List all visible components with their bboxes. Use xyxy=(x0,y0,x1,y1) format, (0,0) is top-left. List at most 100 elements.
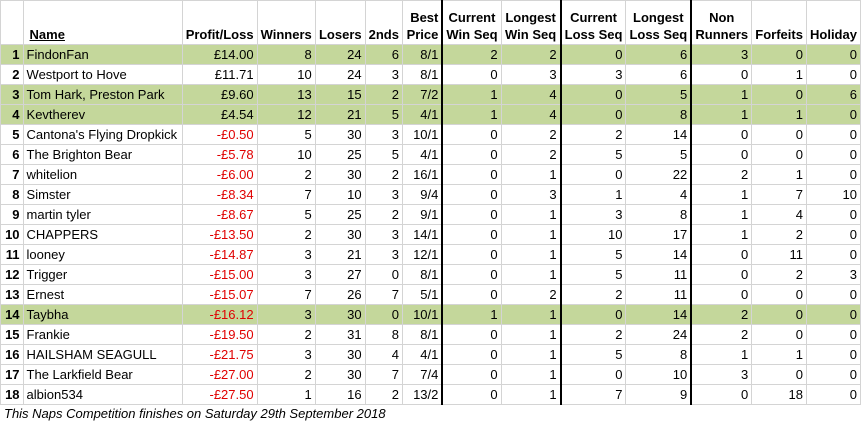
winners-cell: 2 xyxy=(256,224,316,245)
header-rank xyxy=(0,0,24,45)
seconds-cell: 2 xyxy=(364,384,403,405)
holiday-cell: 0 xyxy=(805,324,861,345)
profit-loss-cell: £14.00 xyxy=(181,44,258,65)
rank-cell: 13 xyxy=(0,284,24,305)
table-row: 9 martin tyler -£8.67 5 25 2 9/1 0 1 3 8 1 4 0 xyxy=(0,204,861,225)
losers-cell: 24 xyxy=(314,44,366,65)
losers-cell: 30 xyxy=(314,304,366,325)
winners-cell: 12 xyxy=(256,104,316,125)
non-runners-cell: 0 xyxy=(690,124,753,145)
best-price-cell: 4/1 xyxy=(401,144,444,165)
name-cell: The Larkfield Bear xyxy=(22,364,183,385)
best-price-cell: 9/1 xyxy=(401,204,444,225)
holiday-cell: 0 xyxy=(805,224,861,245)
losers-cell: 26 xyxy=(314,284,366,305)
best-price-cell: 8/1 xyxy=(401,64,444,85)
header-non-runners: Non Runners xyxy=(690,0,753,45)
current-loss-seq-cell: 2 xyxy=(559,324,627,345)
current-win-seq-cell: 2 xyxy=(441,44,502,65)
name-cell: Trigger xyxy=(22,264,183,285)
name-cell: Tom Hark, Preston Park xyxy=(22,84,183,105)
losers-cell: 25 xyxy=(314,204,366,225)
current-loss-seq-cell: 7 xyxy=(559,384,627,405)
longest-loss-seq-cell: 8 xyxy=(625,204,693,225)
table-row: 2 Westport to Hove £11.71 10 24 3 8/1 0 3 3 6 0 1 0 xyxy=(0,64,861,85)
header-holiday: Holiday xyxy=(805,0,861,45)
losers-cell: 30 xyxy=(314,344,366,365)
best-price-cell: 8/1 xyxy=(401,324,444,345)
seconds-cell: 2 xyxy=(364,204,403,225)
non-runners-cell: 2 xyxy=(690,304,753,325)
losers-cell: 25 xyxy=(314,144,366,165)
table-row: 7 whitelion -£6.00 2 30 2 16/1 0 1 0 22 2 1 0 xyxy=(0,164,861,185)
longest-loss-seq-cell: 5 xyxy=(625,84,693,105)
profit-loss-cell: -£16.12 xyxy=(181,304,258,325)
header-longest-loss-line1: Longest xyxy=(633,10,684,25)
holiday-cell: 0 xyxy=(805,64,861,85)
current-win-seq-cell: 1 xyxy=(441,104,502,125)
table-row: 14 Taybha -£16.12 3 30 0 10/1 1 1 0 14 2 0 0 xyxy=(0,304,861,325)
longest-loss-seq-cell: 14 xyxy=(625,244,693,265)
rank-cell: 9 xyxy=(0,204,24,225)
longest-win-seq-cell: 2 xyxy=(500,144,562,165)
forfeits-cell: 0 xyxy=(751,364,807,385)
current-win-seq-cell: 0 xyxy=(441,364,502,385)
table-row: 10 CHAPPERS -£13.50 2 30 3 14/1 0 1 10 17 1 2 0 xyxy=(0,224,861,245)
seconds-cell: 6 xyxy=(364,44,403,65)
current-win-seq-cell: 0 xyxy=(441,124,502,145)
non-runners-cell: 0 xyxy=(690,64,753,85)
header-non-runners-line2: Runners xyxy=(695,27,749,42)
header-longest-win-seq: Longest Win Seq xyxy=(500,0,562,45)
losers-cell: 30 xyxy=(314,224,366,245)
name-cell: Frankie xyxy=(22,324,183,345)
table-row: 18 albion534 -£27.50 1 16 2 13/2 0 1 7 9 0 18 0 xyxy=(0,384,861,405)
seconds-cell: 0 xyxy=(364,264,403,285)
name-cell: Taybha xyxy=(22,304,183,325)
current-loss-seq-cell: 1 xyxy=(559,184,627,205)
winners-cell: 3 xyxy=(256,344,316,365)
holiday-cell: 0 xyxy=(805,44,861,65)
best-price-cell: 16/1 xyxy=(401,164,444,185)
header-non-runners-line1: Non xyxy=(709,10,735,25)
best-price-cell: 7/2 xyxy=(401,84,444,105)
name-cell: Ernest xyxy=(22,284,183,305)
rank-cell: 1 xyxy=(0,44,24,65)
forfeits-cell: 7 xyxy=(751,184,807,205)
current-loss-seq-cell: 3 xyxy=(559,64,627,85)
holiday-cell: 0 xyxy=(805,124,861,145)
current-win-seq-cell: 1 xyxy=(441,84,502,105)
holiday-cell: 0 xyxy=(805,344,861,365)
forfeits-cell: 0 xyxy=(751,324,807,345)
longest-loss-seq-cell: 5 xyxy=(625,144,693,165)
naps-league-table: Name Profit/Loss Winners Losers 2nds Bes… xyxy=(0,0,861,405)
non-runners-cell: 1 xyxy=(690,224,753,245)
header-row: Name Profit/Loss Winners Losers 2nds Bes… xyxy=(0,0,861,45)
current-win-seq-cell: 0 xyxy=(441,244,502,265)
rank-cell: 17 xyxy=(0,364,24,385)
seconds-cell: 3 xyxy=(364,124,403,145)
table-row: 6 The Brighton Bear -£5.78 10 25 5 4/1 0 2 5 5 0 0 0 xyxy=(0,144,861,165)
current-win-seq-cell: 0 xyxy=(441,384,502,405)
profit-loss-cell: -£6.00 xyxy=(181,164,258,185)
current-win-seq-cell: 0 xyxy=(441,344,502,365)
longest-loss-seq-cell: 24 xyxy=(625,324,693,345)
longest-win-seq-cell: 1 xyxy=(500,324,562,345)
forfeits-cell: 4 xyxy=(751,204,807,225)
longest-win-seq-cell: 1 xyxy=(500,364,562,385)
winners-cell: 3 xyxy=(256,244,316,265)
name-cell: The Brighton Bear xyxy=(22,144,183,165)
best-price-cell: 10/1 xyxy=(401,124,444,145)
profit-loss-cell: -£8.67 xyxy=(181,204,258,225)
longest-win-seq-cell: 1 xyxy=(500,304,562,325)
header-seconds: 2nds xyxy=(364,0,403,45)
holiday-cell: 0 xyxy=(805,164,861,185)
rank-cell: 4 xyxy=(0,104,24,125)
longest-loss-seq-cell: 6 xyxy=(625,44,693,65)
table-row: 4 Kevtherev £4.54 12 21 5 4/1 1 4 0 8 1 1 0 xyxy=(0,104,861,125)
non-runners-cell: 0 xyxy=(690,144,753,165)
header-longest-win-line1: Longest xyxy=(505,10,556,25)
longest-loss-seq-cell: 8 xyxy=(625,344,693,365)
header-longest-loss-seq: Longest Loss Seq xyxy=(625,0,693,45)
header-current-loss-seq: Current Loss Seq xyxy=(560,0,627,45)
name-cell: whitelion xyxy=(22,164,183,185)
